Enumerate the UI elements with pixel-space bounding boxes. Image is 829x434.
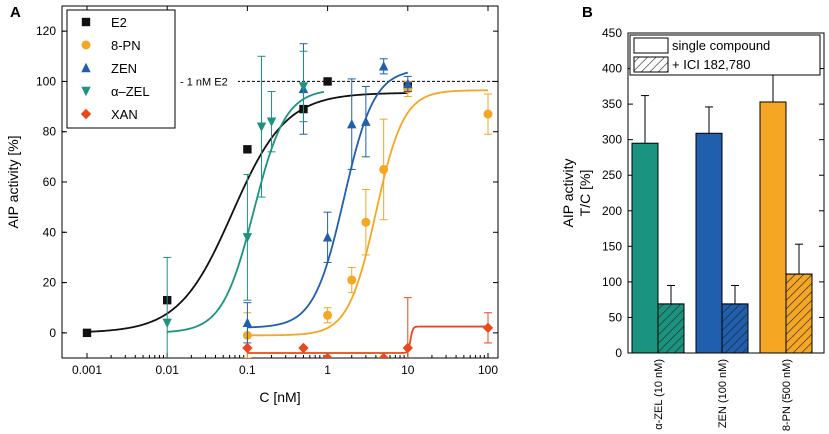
y-axis-a: 0 20 40 60 80 100 120 bbox=[36, 24, 498, 340]
legend-label: single compound bbox=[672, 38, 770, 53]
category-label: 8-PN (500 nM) bbox=[781, 359, 793, 431]
chart-a: 0 20 40 60 80 100 120 0.001 0.01 0.1 1 10 100 - 1 n… bbox=[5, 5, 499, 405]
bar bbox=[695, 132, 723, 354]
x-tick-label: 0.001 bbox=[72, 363, 102, 377]
panel-label-b: B bbox=[582, 4, 593, 21]
y-tick-label: 300 bbox=[602, 133, 622, 147]
y-tick-label: 100 bbox=[36, 74, 56, 88]
legend-label: + ICI 182,780 bbox=[672, 57, 750, 72]
y-tick-label: 200 bbox=[602, 204, 622, 218]
fit-curve bbox=[167, 90, 325, 333]
data-point bbox=[266, 117, 277, 127]
fit-curve bbox=[247, 325, 488, 354]
y-tick-label: 350 bbox=[602, 97, 622, 111]
x-axis-a: 0.001 0.01 0.1 1 10 100 bbox=[72, 6, 498, 377]
legend-b: single compound + ICI 182,780 bbox=[629, 34, 821, 76]
series-zel bbox=[162, 50, 325, 358]
data-point bbox=[298, 342, 309, 354]
series-group-a bbox=[82, 43, 494, 358]
fit-curve bbox=[247, 89, 488, 337]
y-tick-label: 250 bbox=[602, 168, 622, 182]
bar-hatch bbox=[785, 273, 813, 354]
y-axis-title-b-line-1: AIP activity bbox=[560, 159, 576, 228]
y-tick-label: 100 bbox=[602, 275, 622, 289]
data-point bbox=[298, 82, 309, 92]
data-point bbox=[361, 217, 371, 227]
category-label: α-ZEL (10 nM) bbox=[653, 359, 665, 430]
data-point bbox=[82, 328, 92, 338]
y-tick-label: 120 bbox=[36, 24, 56, 38]
legend-label: E2 bbox=[111, 15, 127, 30]
legend-a: E2 8-PN ZEN α–ZEL XAN bbox=[66, 9, 176, 129]
data-point bbox=[242, 233, 253, 243]
data-point bbox=[347, 275, 357, 285]
legend-marker bbox=[81, 86, 91, 97]
data-point bbox=[242, 342, 253, 354]
y-tick-label: 0 bbox=[49, 326, 56, 340]
data-point bbox=[242, 317, 253, 327]
bar-hatch bbox=[657, 303, 685, 354]
x-tick-label: 0.1 bbox=[239, 363, 256, 377]
data-point bbox=[256, 122, 267, 132]
data-point bbox=[323, 310, 333, 320]
legend-swatch-hatch bbox=[633, 56, 669, 73]
legend-label: XAN bbox=[111, 107, 138, 122]
data-point bbox=[323, 77, 332, 86]
y-tick-label: 80 bbox=[43, 125, 57, 139]
y-tick-label: 20 bbox=[43, 276, 57, 290]
x-tick-label: 10 bbox=[401, 363, 415, 377]
reference-label: - 1 nM E2 bbox=[180, 76, 228, 88]
chart-b: 0 50 100 150 200 250 300 350 400 450 α-ZEL (10 nM… bbox=[560, 26, 825, 431]
series-xan bbox=[242, 297, 494, 358]
legend-swatch bbox=[633, 37, 669, 54]
x-axis-title-a: C [nM] bbox=[259, 389, 300, 405]
data-point bbox=[378, 352, 389, 358]
y-tick-label: 150 bbox=[602, 239, 622, 253]
y-tick-label: 450 bbox=[602, 26, 622, 40]
panel-label-a: A bbox=[10, 4, 21, 21]
bar-hatch bbox=[721, 303, 749, 354]
legend-marker bbox=[81, 40, 91, 50]
y-tick-label: 0 bbox=[615, 346, 622, 360]
x-tick-label: 100 bbox=[478, 363, 498, 377]
legend-marker bbox=[81, 62, 91, 73]
data-point bbox=[361, 116, 371, 126]
legend-label: α–ZEL bbox=[111, 84, 150, 99]
y-axis-title-b-line-2: T/C [%] bbox=[577, 170, 593, 217]
data-point bbox=[379, 164, 389, 174]
x-tick-label: 0.01 bbox=[156, 363, 180, 377]
y-tick-label: 50 bbox=[609, 310, 623, 324]
reference-label-bg bbox=[176, 73, 236, 89]
legend-marker bbox=[80, 108, 92, 120]
data-point bbox=[243, 145, 252, 154]
data-point bbox=[162, 318, 172, 328]
series-zen bbox=[242, 43, 413, 344]
data-point bbox=[402, 342, 413, 354]
legend-marker bbox=[81, 17, 91, 27]
data-point bbox=[322, 352, 333, 358]
data-point bbox=[482, 322, 494, 334]
bar bbox=[631, 142, 659, 354]
data-point bbox=[403, 78, 413, 89]
y-tick-label: 40 bbox=[43, 225, 57, 239]
reference-line: - 1 nM E2 bbox=[176, 73, 498, 89]
bar bbox=[759, 101, 787, 354]
bars-group-b bbox=[631, 70, 813, 354]
y-axis-title-a: AIP activity [%] bbox=[5, 135, 21, 228]
data-point bbox=[483, 109, 493, 119]
category-label: ZEN (100 nM) bbox=[717, 359, 729, 428]
x-tick-label: 1 bbox=[324, 363, 331, 377]
legend-label: 8-PN bbox=[111, 38, 141, 53]
data-point bbox=[322, 232, 333, 242]
y-axis-b: 0 50 100 150 200 250 300 350 400 450 bbox=[602, 26, 824, 360]
y-tick-label: 60 bbox=[43, 175, 57, 189]
x-axis-b: α-ZEL (10 nM) ZEN (100 nM) 8-PN (500 nM) bbox=[653, 349, 793, 431]
data-point bbox=[378, 61, 389, 71]
data-point bbox=[347, 118, 357, 129]
y-tick-label: 400 bbox=[602, 62, 622, 76]
legend-label: ZEN bbox=[111, 61, 137, 76]
